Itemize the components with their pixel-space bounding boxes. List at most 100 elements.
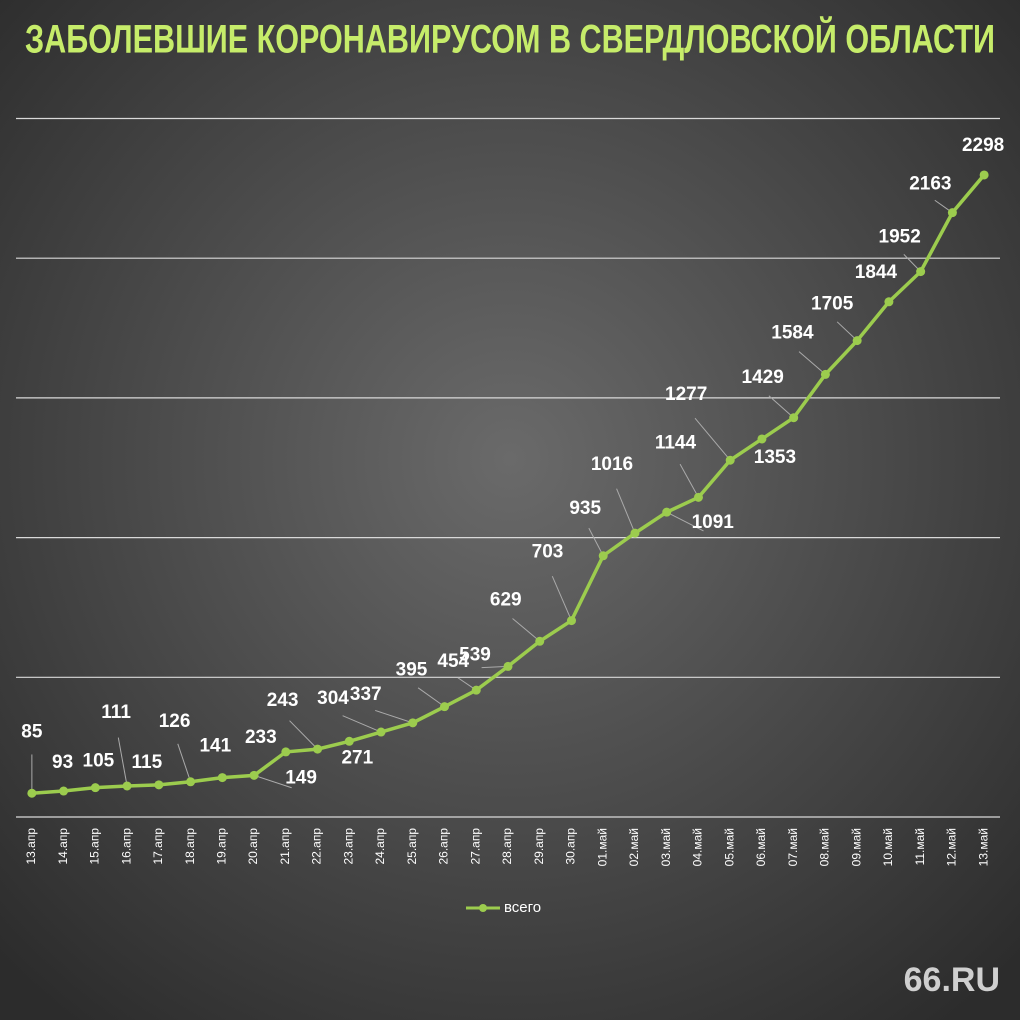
x-tick-label: 18.апр — [183, 828, 197, 865]
x-tick-label: 14.апр — [56, 828, 70, 865]
x-tick-label: 01.май — [595, 828, 609, 866]
leader-line — [289, 720, 318, 750]
x-tick-label: 07.май — [786, 828, 800, 866]
point — [471, 685, 481, 695]
point — [820, 369, 830, 379]
data-label: 1277 — [665, 384, 707, 405]
data-label: 1091 — [692, 512, 735, 533]
point — [947, 208, 957, 218]
leader-line — [253, 774, 292, 789]
data-label: 105 — [83, 751, 115, 772]
data-label: 149 — [285, 767, 317, 788]
x-tick-label: 22.апр — [310, 828, 324, 865]
point — [979, 170, 989, 180]
x-tick-label: 26.апр — [437, 828, 451, 865]
point — [884, 297, 894, 307]
point — [852, 336, 862, 346]
point — [725, 455, 735, 465]
leader-line — [694, 417, 731, 461]
data-label: 1705 — [811, 294, 854, 315]
x-tick-label: 29.апр — [532, 828, 546, 865]
data-label: 271 — [341, 747, 373, 768]
x-tick-label: 10.май — [881, 828, 895, 866]
leader-line — [768, 395, 795, 419]
data-label: 85 — [21, 721, 43, 742]
leader-line — [836, 321, 858, 341]
x-tick-label: 03.май — [659, 828, 673, 866]
data-label: 2298 — [962, 135, 1004, 156]
data-label: 111 — [101, 702, 131, 723]
x-tick-label: 17.апр — [151, 828, 165, 865]
leader-line — [616, 488, 636, 534]
data-label: 243 — [267, 690, 299, 711]
point — [503, 661, 513, 671]
x-tick-label: 06.май — [754, 828, 768, 866]
point — [408, 718, 418, 728]
point — [186, 777, 196, 787]
data-label: 1016 — [591, 454, 633, 475]
data-label: 141 — [199, 736, 231, 757]
point — [566, 616, 576, 626]
point — [249, 770, 259, 780]
leader-line — [679, 463, 699, 498]
leader-line — [512, 618, 541, 642]
x-tick-label: 13.май — [976, 828, 990, 866]
leader-line — [342, 715, 382, 733]
leader-line — [117, 737, 128, 787]
data-label: 1952 — [879, 227, 921, 248]
point — [281, 747, 291, 757]
x-tick-label: 09.май — [849, 828, 863, 866]
data-label: 1584 — [771, 322, 814, 343]
leader-line — [177, 743, 192, 782]
legend-label: всего — [504, 899, 541, 916]
x-tick-label: 20.апр — [246, 828, 260, 865]
logo: 66.RU — [904, 961, 1000, 999]
data-label: 454 — [437, 651, 469, 672]
point — [90, 783, 100, 793]
x-tick-label: 25.апр — [405, 828, 419, 865]
data-label: 1144 — [655, 432, 697, 453]
x-tick-label: 23.апр — [341, 828, 355, 865]
point — [535, 636, 545, 646]
point — [598, 551, 608, 561]
x-tick-label: 08.май — [818, 828, 832, 866]
point — [313, 744, 323, 754]
legend-marker — [479, 904, 487, 912]
x-tick-label: 30.апр — [564, 828, 578, 865]
data-label: 93 — [52, 752, 73, 773]
x-tick-label: 16.апр — [119, 828, 133, 865]
x-tick-label: 21.апр — [278, 828, 292, 865]
data-label: 703 — [532, 542, 564, 563]
x-tick-label: 19.апр — [214, 828, 228, 865]
x-tick-label: 02.май — [627, 828, 641, 866]
data-label: 233 — [245, 727, 277, 748]
x-tick-label: 05.май — [722, 828, 736, 866]
point — [376, 727, 386, 737]
point — [789, 413, 799, 423]
data-label: 395 — [396, 660, 428, 681]
leader-line — [551, 575, 572, 621]
data-label: 935 — [569, 498, 601, 519]
point — [630, 528, 640, 538]
chart-title: ЗАБОЛЕВШИЕ КОРОНАВИРУСОМ В СВЕРДЛОВСКОЙ … — [25, 16, 995, 62]
x-tick-label: 04.май — [691, 828, 705, 866]
data-label: 115 — [132, 752, 163, 773]
x-tick-label: 24.апр — [373, 828, 387, 865]
leader-line — [666, 511, 704, 532]
point — [916, 267, 926, 277]
data-label: 2163 — [909, 174, 951, 195]
leader-line — [417, 687, 445, 708]
x-tick-label: 12.май — [945, 828, 959, 866]
leader-line — [375, 709, 413, 724]
leader-line — [798, 351, 826, 375]
x-tick-label: 11.май — [913, 828, 927, 865]
point — [217, 773, 227, 783]
data-label: 304 — [317, 688, 349, 709]
data-label: 539 — [459, 644, 491, 665]
data-label: 1353 — [754, 447, 796, 468]
x-tick-label: 15.апр — [88, 828, 102, 865]
data-label: 337 — [350, 684, 382, 705]
data-label: 629 — [490, 589, 522, 610]
